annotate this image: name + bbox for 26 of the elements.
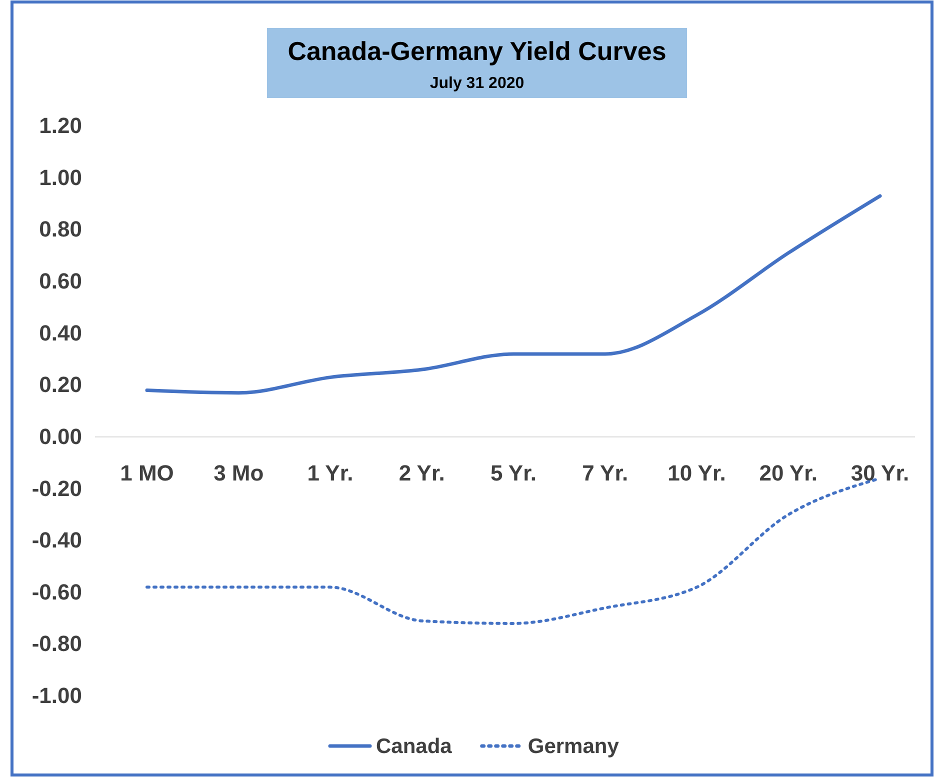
x-tick-label: 30 Yr. [850,460,910,486]
y-tick-label: 1.00 [39,164,82,190]
x-tick-label: 5 Yr. [490,460,537,486]
y-tick-label: 0.40 [39,320,82,346]
y-tick-label: 0.00 [39,424,82,449]
legend-label: Germany [528,735,620,758]
x-tick-label: 10 Yr. [668,460,726,486]
y-tick-label: 0.60 [39,268,82,294]
y-tick-label: 1.20 [39,113,82,138]
y-tick-label: -0.60 [32,579,82,604]
chart-subtitle: July 31 2020 [430,75,524,92]
y-tick-label: -0.40 [32,528,82,553]
x-tick-label: 1 Yr. [307,460,354,486]
y-tick-label: -0.20 [32,476,82,501]
legend-label: Canada [376,735,452,758]
y-tick-label: -0.80 [32,631,82,656]
x-tick-label: 1 MO [120,460,174,486]
y-tick-label: -1.00 [32,683,82,708]
x-tick-label: 2 Yr. [398,460,445,486]
y-tick-label: 0.20 [39,372,82,398]
x-tick-label: 7 Yr. [582,460,628,486]
chart-title: Canada-Germany Yield Curves [288,36,666,66]
line-series [145,194,882,395]
y-tick-label: 0.80 [39,216,82,242]
x-tick-label: 20 Yr. [759,460,818,486]
x-tick-label: 3 Mo [214,460,264,486]
